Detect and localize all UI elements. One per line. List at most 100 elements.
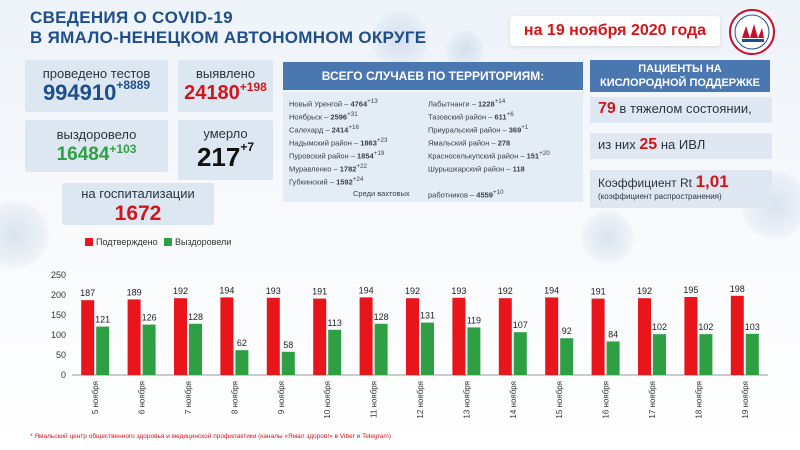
recovered-card: выздоровело 16484+103 — [25, 120, 168, 172]
territory-item: Приуральский район – 369+1 — [428, 124, 529, 135]
bar-confirmed — [359, 297, 373, 375]
territory-item: Ямальский район – 278 — [428, 138, 511, 148]
territory-item: Пуровский район – 1854+19 — [289, 150, 385, 161]
data-label-recovered: 103 — [745, 322, 760, 332]
rt-box: Коэффициент Rt 1,01 (коэффициент распрос… — [590, 170, 772, 208]
bar-confirmed — [638, 298, 651, 375]
data-label-recovered: 128 — [374, 312, 389, 322]
bar-confirmed — [127, 299, 141, 375]
title-line-2: В ЯМАЛО-НЕНЕЦКОМ АВТОНОМНОМ ОКРУГЕ — [30, 28, 427, 47]
territory-item: Ноябрьск – 2596+31 — [289, 111, 358, 122]
territory-item: Надымский район – 1863+23 — [289, 137, 388, 148]
data-label-confirmed: 194 — [219, 285, 234, 295]
detected-label: выявлено — [195, 66, 256, 81]
detected-value: 24180+198 — [178, 80, 273, 105]
bar-recovered — [235, 350, 249, 375]
bar-recovered — [745, 333, 759, 375]
ventilator-row: из них 25 на ИВЛ — [590, 133, 772, 159]
ministry-logo — [729, 9, 775, 55]
territory-item: Шурышкарский район – 118 — [428, 164, 525, 174]
bar-confirmed — [730, 295, 744, 375]
died-card: умерло 217+7 — [178, 120, 273, 180]
recovered-delta: +103 — [109, 142, 137, 156]
ventilator-count: 25 — [639, 136, 658, 153]
severe-label: в тяжелом состоянии, — [619, 101, 752, 116]
x-tick-label: 7 ноября — [184, 381, 193, 414]
rt-label: Коэффициент Rt — [598, 176, 692, 190]
data-label-confirmed: 192 — [173, 286, 188, 296]
territory-item: Муравленко – 1782+22 — [289, 163, 368, 174]
tests-label: проведено тестов — [42, 66, 151, 81]
bar-recovered — [699, 334, 713, 375]
rt-note: (коэффициент распространения) — [598, 192, 722, 201]
territory-item: Тазовский район – 611+6 — [428, 111, 514, 122]
territory-item: Новый Уренгой – 4764+13 — [289, 98, 378, 109]
died-value: 217+7 — [178, 140, 273, 173]
bar-recovered — [467, 327, 481, 375]
data-label-confirmed: 191 — [591, 287, 606, 297]
x-tick-label: 15 ноября — [555, 381, 564, 419]
bar-confirmed — [452, 297, 466, 375]
y-tick-label: 50 — [56, 350, 66, 360]
bar-confirmed — [266, 297, 280, 375]
data-label-recovered: 119 — [467, 315, 481, 325]
recovered-value: 16484+103 — [25, 142, 168, 166]
severe-row: 79 в тяжелом состоянии, — [590, 97, 772, 123]
data-label-recovered: 92 — [562, 326, 572, 336]
data-label-recovered: 126 — [142, 313, 157, 323]
bar-recovered — [281, 351, 295, 375]
y-tick-label: 100 — [51, 330, 66, 340]
detected-delta: +198 — [239, 80, 267, 94]
territories-header: ВСЕГО СЛУЧАЕВ ПО ТЕРРИТОРИЯМ: — [283, 62, 583, 90]
bar-recovered — [421, 322, 434, 375]
bar-confirmed — [684, 297, 698, 375]
territory-item: Салехард – 2414+16 — [289, 124, 359, 135]
virus-decoration — [370, 10, 430, 70]
data-label-confirmed: 191 — [312, 287, 327, 297]
data-label-recovered: 84 — [608, 329, 618, 339]
data-label-recovered: 131 — [420, 311, 435, 321]
died-total: 217 — [196, 142, 241, 172]
y-tick-label: 150 — [51, 310, 66, 320]
bar-recovered — [606, 341, 620, 375]
bar-recovered — [560, 338, 574, 375]
x-tick-label: 16 ноября — [602, 381, 611, 419]
ventilator-prefix: из них — [598, 137, 636, 152]
data-label-confirmed: 189 — [127, 287, 142, 297]
ventilator-label: на ИВЛ — [660, 137, 706, 152]
legend-recovered: Выздоровели — [164, 237, 231, 247]
x-tick-label: 17 ноября — [648, 381, 657, 419]
territory-item: Красноселькупский район – 151+20 — [428, 150, 550, 161]
data-label-recovered: 102 — [652, 322, 667, 332]
data-label-confirmed: 192 — [498, 286, 513, 296]
data-label-confirmed: 195 — [683, 285, 698, 295]
data-label-confirmed: 198 — [730, 284, 745, 294]
tests-value: 994910+8889 — [25, 78, 168, 106]
bar-confirmed — [174, 298, 187, 375]
bar-recovered — [328, 329, 342, 375]
oxygen-patients-header: ПАЦИЕНТЫ НА КИСЛОРОДНОЙ ПОДДЕРЖКЕ — [590, 60, 770, 92]
data-label-recovered: 121 — [95, 315, 110, 325]
territory-item: Губкинский – 1592+24 — [289, 176, 364, 187]
x-tick-label: 8 ноября — [230, 381, 239, 414]
bar-recovered — [513, 332, 527, 375]
x-tick-label: 5 ноября — [91, 381, 100, 414]
bar-recovered — [142, 324, 156, 375]
x-tick-label: 13 ноября — [462, 381, 471, 419]
legend-confirmed: Подтверждено — [85, 237, 158, 247]
x-tick-label: 14 ноября — [509, 381, 518, 419]
data-label-confirmed: 193 — [451, 286, 466, 296]
severe-count: 79 — [598, 100, 616, 117]
territory-item: Лабытнанги – 1228+14 — [428, 98, 506, 109]
shift-workers-label: Среди вахтовых — [353, 189, 410, 198]
bar-recovered — [653, 334, 666, 375]
oxygen-header-line-2: КИСЛОРОДНОЙ ПОДДЕРЖКЕ — [600, 77, 760, 89]
data-label-confirmed: 194 — [359, 285, 374, 295]
legend-recovered-swatch — [164, 238, 172, 246]
died-label: умерло — [203, 126, 248, 141]
detected-card: выявлено 24180+198 — [178, 60, 273, 112]
bar-confirmed — [591, 298, 605, 375]
shift-workers-item: работников – 4559+10 — [428, 189, 504, 200]
